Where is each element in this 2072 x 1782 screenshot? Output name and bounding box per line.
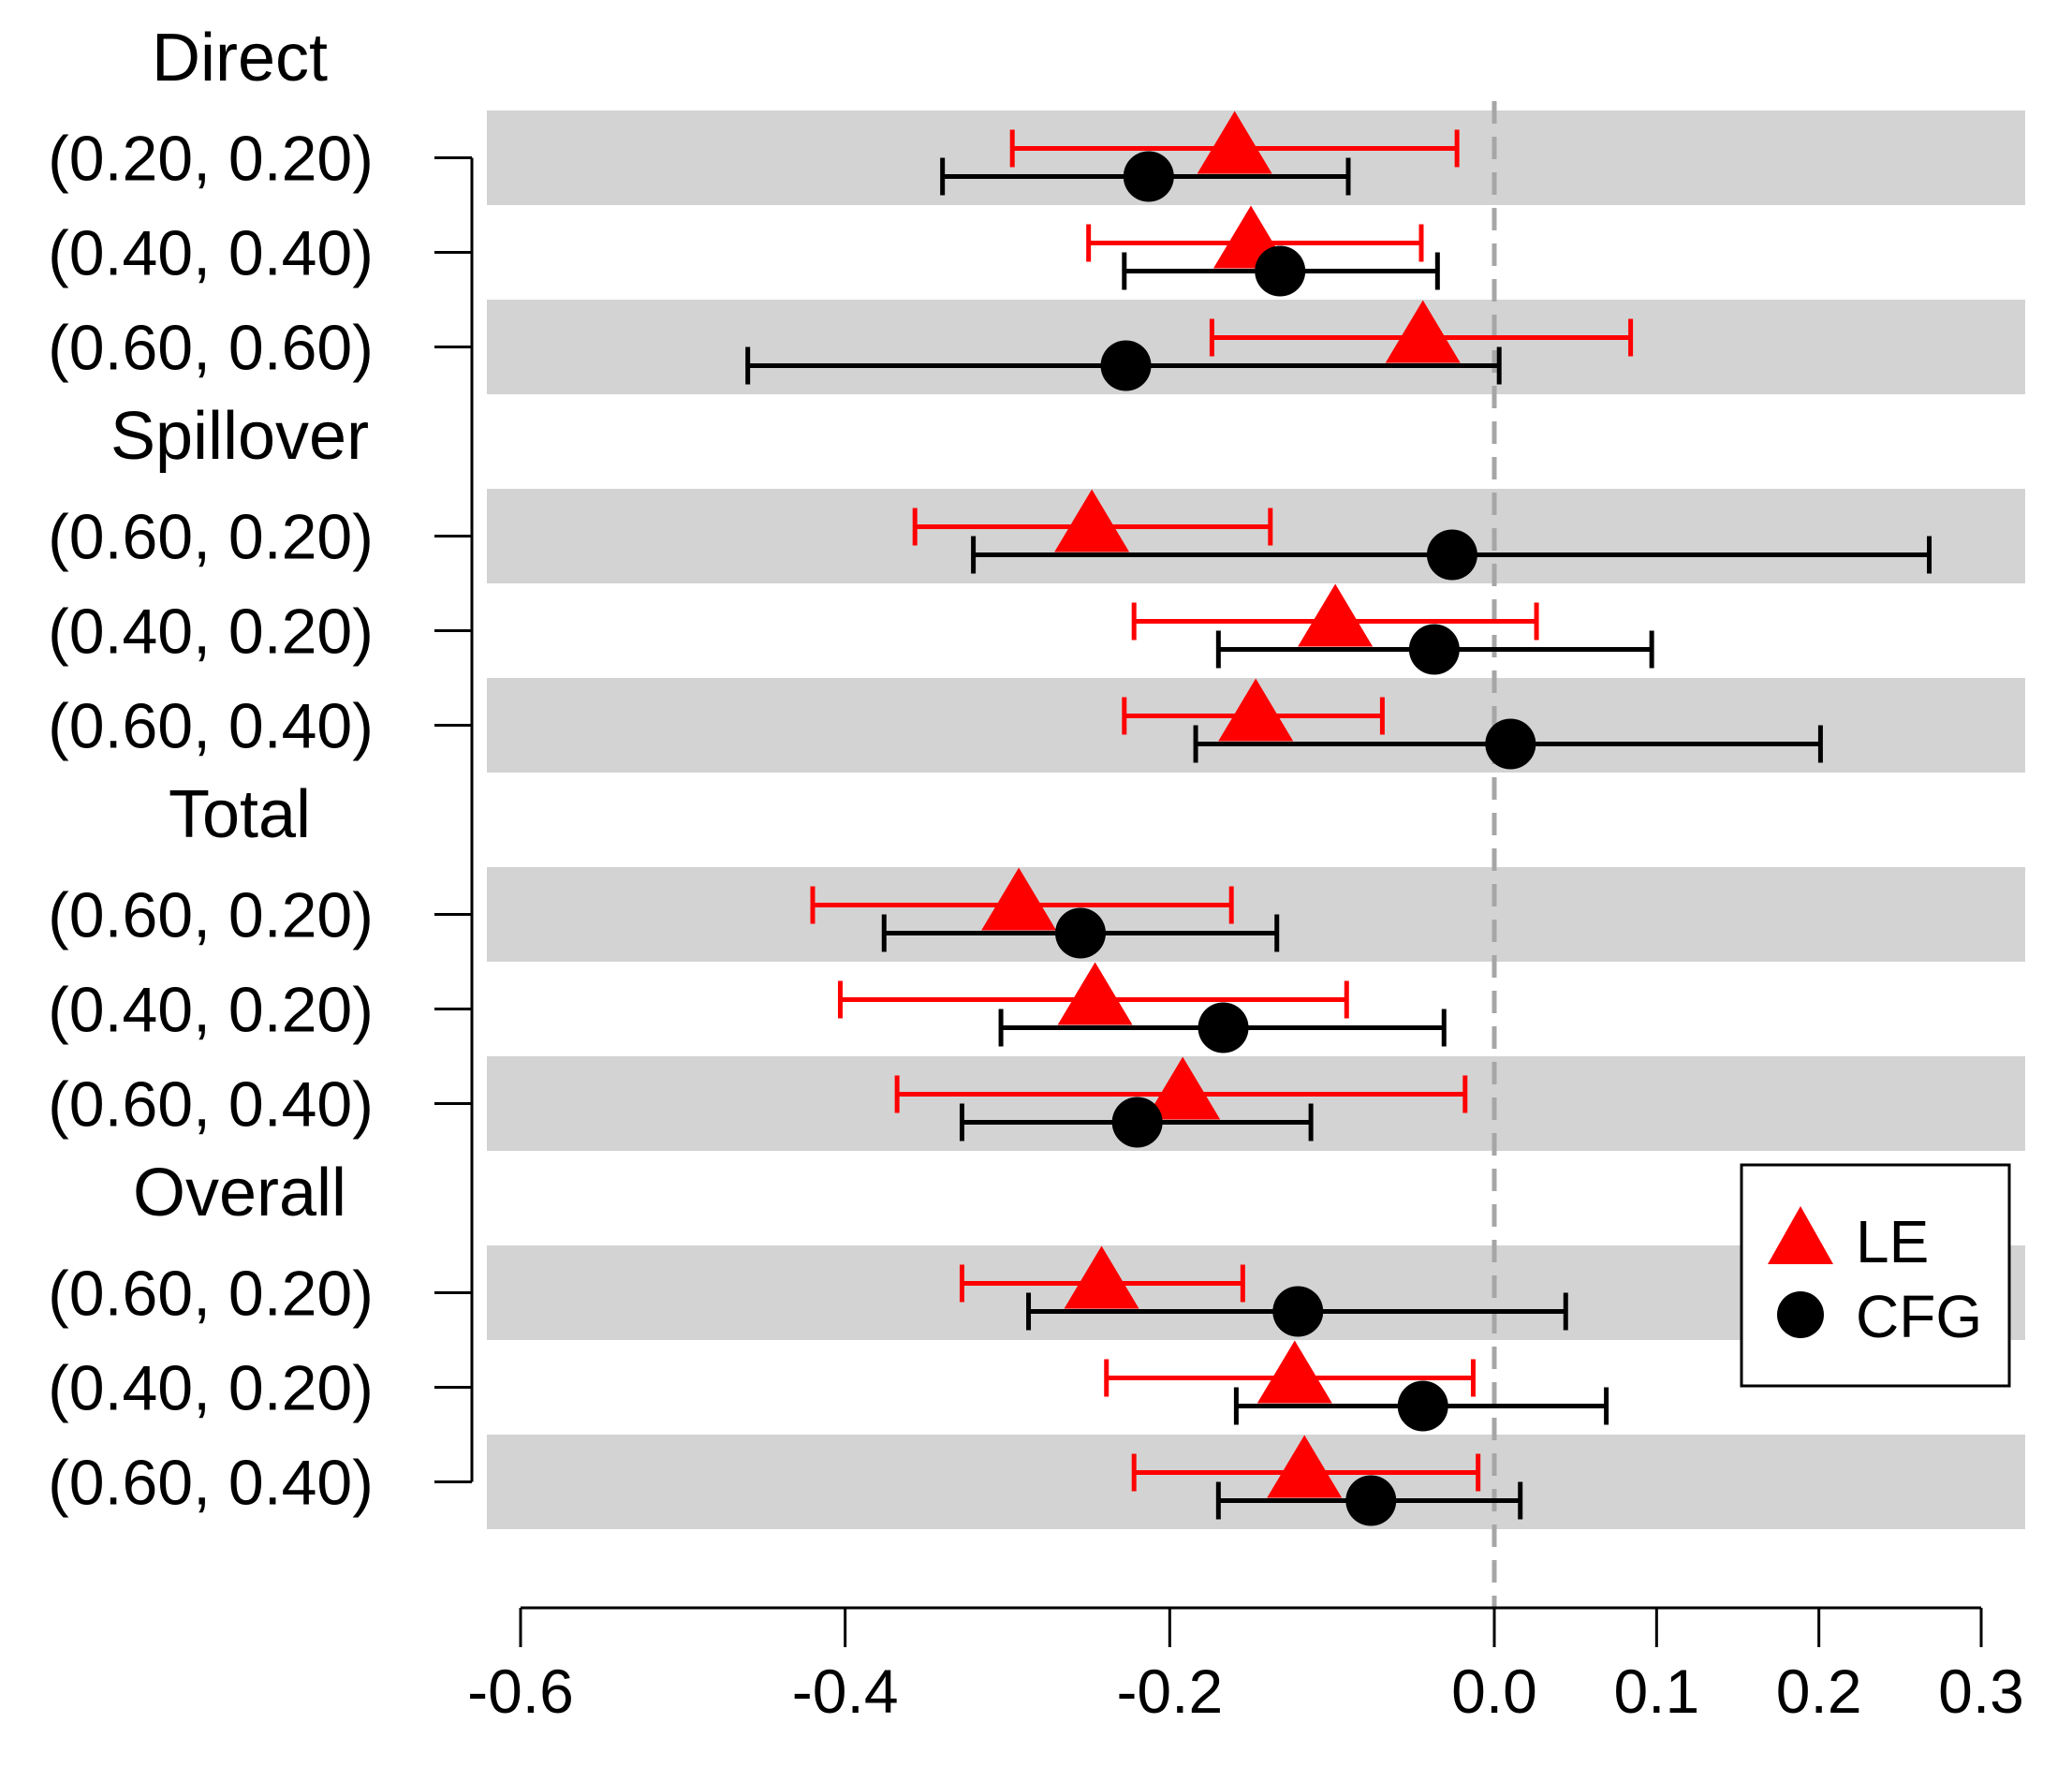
x-tick-label: 0.2 bbox=[1776, 1657, 1862, 1726]
row-band bbox=[487, 300, 2025, 394]
row-label: (0.20, 0.20) bbox=[48, 124, 374, 195]
legend: LE CFG bbox=[1740, 1163, 2011, 1388]
cfg-point bbox=[1055, 907, 1106, 959]
x-axis: -0.6 -0.4 -0.2 0.0 0.1 0.2 0.3 bbox=[467, 1606, 2024, 1726]
group-header: Direct bbox=[152, 21, 328, 96]
row-labels: Direct Spillover Total Overall (0.20, 0.20) (… bbox=[48, 21, 374, 1519]
cfg-point bbox=[1426, 529, 1477, 581]
legend-triangle-marker bbox=[1768, 1206, 1833, 1264]
cfg-point bbox=[1123, 151, 1174, 202]
x-tick-label: -0.2 bbox=[1116, 1657, 1223, 1726]
group-header: Total bbox=[169, 777, 311, 852]
le-point bbox=[1267, 1435, 1343, 1498]
group-header: Spillover bbox=[110, 399, 369, 474]
cfg-point bbox=[1100, 340, 1152, 391]
x-tick-label: -0.4 bbox=[792, 1657, 899, 1726]
le-point bbox=[1218, 678, 1294, 742]
cfg-point bbox=[1345, 1475, 1397, 1526]
x-tick-label: 0.3 bbox=[1938, 1657, 2024, 1726]
le-point bbox=[1197, 110, 1272, 174]
cfg-point bbox=[1198, 1002, 1249, 1053]
row-label: (0.40, 0.40) bbox=[48, 218, 374, 289]
le-point bbox=[1298, 583, 1374, 647]
row-label: (0.40, 0.20) bbox=[48, 596, 374, 668]
row-band bbox=[487, 1435, 2025, 1529]
row-label: (0.40, 0.20) bbox=[48, 1353, 374, 1424]
x-tick-label: 0.0 bbox=[1451, 1657, 1537, 1726]
x-tick-label: -0.6 bbox=[467, 1657, 574, 1726]
row-label: (0.60, 0.20) bbox=[48, 880, 374, 951]
left-axis bbox=[434, 156, 474, 1483]
x-tick-label: 0.1 bbox=[1613, 1657, 1699, 1726]
le-point bbox=[1145, 1056, 1221, 1120]
le-point bbox=[1054, 489, 1130, 552]
data-marks bbox=[745, 110, 1932, 1526]
cfg-point bbox=[1272, 1286, 1324, 1337]
legend-label-cfg: CFG bbox=[1856, 1283, 1982, 1350]
cfg-point bbox=[1485, 718, 1536, 770]
row-band bbox=[487, 1056, 2025, 1151]
legend-box bbox=[1740, 1163, 2011, 1388]
row-label: (0.60, 0.20) bbox=[48, 1259, 374, 1330]
row-label: (0.40, 0.20) bbox=[48, 975, 374, 1046]
row-label: (0.60, 0.60) bbox=[48, 313, 374, 384]
row-label: (0.60, 0.40) bbox=[48, 1069, 374, 1141]
cfg-point bbox=[1255, 245, 1306, 297]
cfg-point bbox=[1397, 1380, 1448, 1432]
group-header: Overall bbox=[133, 1156, 346, 1230]
row-band bbox=[487, 867, 2025, 962]
cfg-point bbox=[1111, 1097, 1163, 1148]
le-point bbox=[981, 867, 1057, 931]
legend-label-le: LE bbox=[1856, 1208, 1929, 1275]
row-band bbox=[487, 489, 2025, 583]
row-label: (0.60, 0.40) bbox=[48, 1448, 374, 1519]
legend-circle-marker bbox=[1777, 1291, 1824, 1338]
le-point bbox=[1057, 962, 1133, 1025]
row-label: (0.60, 0.40) bbox=[48, 691, 374, 762]
le-point bbox=[1064, 1245, 1139, 1309]
le-point bbox=[1385, 300, 1461, 363]
cfg-point bbox=[1408, 624, 1460, 675]
le-point bbox=[1256, 1340, 1332, 1404]
row-label: (0.60, 0.20) bbox=[48, 502, 374, 573]
